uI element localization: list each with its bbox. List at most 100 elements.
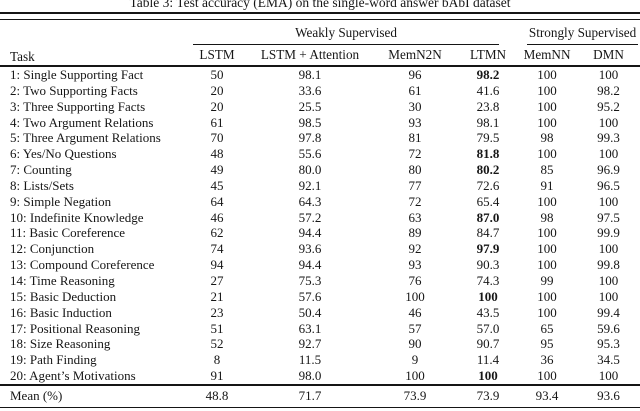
- value-cell: 23: [210, 304, 224, 320]
- value-cell: 64.3: [298, 193, 322, 209]
- table-row: 9: Simple Negation 64 64.3 72 65.4 100 100: [0, 194, 640, 210]
- group-label-weakly: Weakly Supervised: [193, 25, 500, 45]
- value-cell: 45: [210, 177, 224, 193]
- value-cell: 30: [408, 98, 422, 114]
- group-header-strongly: Strongly Supervised: [517, 20, 640, 45]
- value-cell: 94.4: [298, 257, 322, 273]
- value-cell: 61: [210, 114, 224, 130]
- value-cell: 97.9: [476, 241, 500, 257]
- value-cell: 98: [540, 209, 554, 225]
- value-cell: 46: [408, 304, 422, 320]
- mean-label: Mean (%): [0, 383, 185, 407]
- value-cell: 98.1: [298, 67, 322, 82]
- value-cell: 94.4: [298, 225, 322, 241]
- value-cell: 51: [210, 320, 224, 336]
- mean-value: 48.8: [185, 383, 249, 407]
- value-cell: 100: [537, 82, 557, 98]
- value-cell: 57: [408, 320, 422, 336]
- table-row: 20: Agent’s Motivations 91 98.0 100 100 100 10…: [0, 368, 640, 385]
- group-header-row: Task Weakly Supervised Strongly Supervis…: [0, 20, 640, 67]
- bottom-double-rule: [0, 406, 640, 411]
- value-cell: 100: [598, 272, 619, 288]
- value-cell: 98.1: [476, 114, 500, 130]
- value-cell: 62: [210, 225, 224, 241]
- value-cell: 99: [540, 272, 554, 288]
- table-row: 15: Basic Deduction 21 57.6 100 100 100 100: [0, 289, 640, 305]
- table-row: 14: Time Reasoning 27 75.3 76 74.3 99 100: [0, 273, 640, 289]
- value-cell: 61: [408, 82, 422, 98]
- value-cell: 96.5: [597, 177, 620, 193]
- value-cell: 100: [598, 146, 619, 162]
- value-cell: 74: [210, 241, 224, 257]
- value-cell: 57.6: [298, 288, 322, 304]
- value-cell: 100: [478, 368, 498, 384]
- value-cell: 90.3: [476, 257, 500, 273]
- column-header-row: LSTM LSTM + Attention MemN2N LTMN MemNN …: [0, 45, 640, 67]
- value-cell: 72.6: [476, 177, 500, 193]
- value-cell: 57.0: [476, 320, 500, 336]
- value-cell: 59.6: [597, 320, 620, 336]
- group-label-strongly: Strongly Supervised: [527, 25, 639, 45]
- value-cell: 100: [537, 114, 557, 130]
- value-cell: 100: [537, 193, 557, 209]
- column-header-lstm-attention: LSTM + Attention: [249, 45, 371, 67]
- value-cell: 81: [408, 130, 422, 146]
- value-cell: 49: [210, 162, 224, 178]
- value-cell: 100: [537, 241, 557, 257]
- table-caption: Table 3: Test accuracy (EMA) on the sing…: [129, 0, 511, 10]
- table-header: Task Weakly Supervised Strongly Supervis…: [0, 20, 640, 67]
- mean-value: 93.4: [517, 383, 578, 407]
- value-cell: 100: [598, 114, 619, 130]
- value-cell: 65: [540, 320, 554, 336]
- value-cell: 100: [598, 241, 619, 257]
- value-cell: 100: [537, 304, 557, 320]
- value-cell: 46: [210, 209, 224, 225]
- value-cell: 50: [210, 67, 224, 82]
- value-cell: 100: [598, 67, 619, 82]
- value-cell: 27: [210, 272, 224, 288]
- value-cell: 57.2: [298, 209, 322, 225]
- value-cell: 93.6: [298, 241, 322, 257]
- task-cell: 13: Compound Coreference: [10, 257, 155, 273]
- value-cell: 96.9: [597, 162, 620, 178]
- table-row: 10: Indefinite Knowledge 46 57.2 63 87.0 98 97…: [0, 210, 640, 226]
- value-cell: 92.7: [298, 336, 322, 352]
- value-cell: 34.5: [597, 352, 620, 368]
- table-row: 5: Three Argument Relations 70 97.8 81 79.5 9…: [0, 130, 640, 146]
- task-cell: 6: Yes/No Questions: [10, 146, 117, 162]
- value-cell: 80: [408, 162, 422, 178]
- value-cell: 33.6: [298, 82, 322, 98]
- value-cell: 100: [537, 257, 557, 273]
- value-cell: 100: [537, 368, 557, 384]
- value-cell: 63: [408, 209, 422, 225]
- task-cell: 7: Counting: [10, 162, 72, 178]
- value-cell: 100: [598, 368, 619, 384]
- value-cell: 100: [537, 225, 557, 241]
- value-cell: 91: [210, 368, 224, 384]
- value-cell: 94: [210, 257, 224, 273]
- task-cell: 1: Single Supporting Fact: [10, 67, 144, 82]
- mean-value: 73.9: [459, 383, 518, 407]
- task-cell: 3: Three Supporting Facts: [10, 98, 146, 114]
- value-cell: 98.5: [298, 114, 322, 130]
- task-cell: 4: Two Argument Relations: [10, 114, 154, 130]
- value-cell: 90: [408, 336, 422, 352]
- table-row: 16: Basic Induction 23 50.4 46 43.5 100 99.4: [0, 305, 640, 321]
- value-cell: 36: [540, 352, 554, 368]
- value-cell: 97.5: [597, 209, 620, 225]
- value-cell: 72: [408, 146, 422, 162]
- table-row: 12: Conjunction 74 93.6 92 97.9 100 100: [0, 241, 640, 257]
- value-cell: 52: [210, 336, 224, 352]
- task-cell: 18: Size Reasoning: [10, 336, 111, 352]
- value-cell: 99.4: [597, 304, 620, 320]
- mean-value: 73.9: [371, 383, 459, 407]
- value-cell: 81.8: [476, 146, 500, 162]
- value-cell: 92: [408, 241, 422, 257]
- value-cell: 63.1: [298, 320, 322, 336]
- value-cell: 91: [540, 177, 554, 193]
- table-body: 1: Single Supporting Fact 50 98.1 96 98.2 100…: [0, 66, 640, 385]
- value-cell: 100: [405, 288, 425, 304]
- value-cell: 98.0: [298, 368, 322, 384]
- value-cell: 43.5: [476, 304, 500, 320]
